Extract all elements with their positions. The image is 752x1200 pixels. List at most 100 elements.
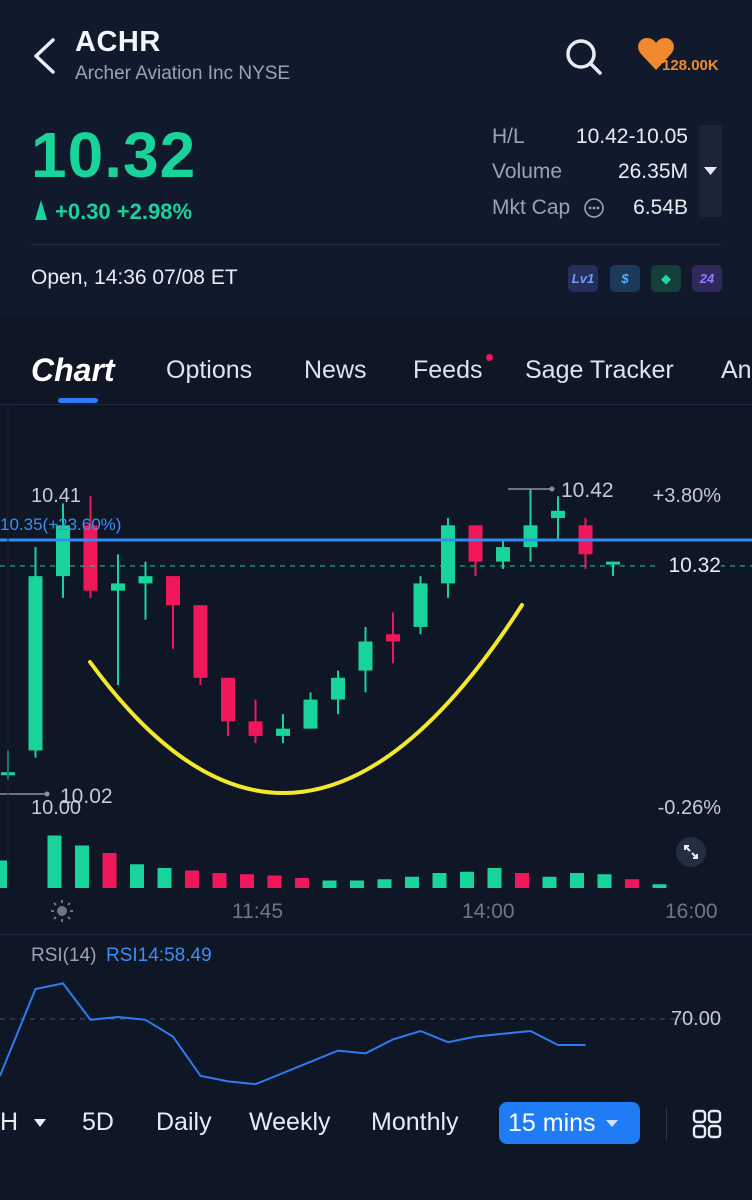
fullscreen-button[interactable] <box>676 837 706 867</box>
stat-label-volume: Volume <box>492 160 563 183</box>
diamond-badge[interactable]: ◆ <box>651 265 681 292</box>
volume-bar <box>212 873 227 888</box>
rsi-level-label: 70.00 <box>670 1008 721 1030</box>
sun-icon <box>51 900 73 922</box>
overnight-24-badge[interactable]: 24 <box>692 265 722 292</box>
candle-body[interactable] <box>468 525 483 562</box>
rsi-chart[interactable] <box>0 965 752 1085</box>
x-tick-1400: 14:00 <box>462 900 515 923</box>
candle-body[interactable] <box>331 677 345 700</box>
level1-badge[interactable]: Lv1 <box>568 265 598 292</box>
candle-body[interactable] <box>138 576 153 584</box>
more-info-icon[interactable] <box>583 197 605 219</box>
period-15-mins[interactable]: 15 mins <box>499 1102 640 1144</box>
tab-bar <box>0 330 752 404</box>
follow-button[interactable]: 128.00K <box>636 36 731 78</box>
volume-bar <box>542 876 557 888</box>
tab-chart[interactable]: Chart <box>31 352 115 388</box>
volume-bar <box>102 853 117 888</box>
price-chart[interactable] <box>0 405 752 935</box>
volume-bar <box>267 875 282 888</box>
candle-body[interactable] <box>441 525 455 584</box>
pct-label-bottom: -0.26% <box>657 797 721 819</box>
caret-down-icon <box>704 167 717 175</box>
grid-layout-icon[interactable] <box>692 1109 722 1139</box>
tab-sage-tracker[interactable]: Sage Tracker <box>525 356 674 384</box>
last-price: 10.32 <box>31 119 197 191</box>
stat-value-mktcap: 6.54B <box>633 196 688 219</box>
tab-news[interactable]: News <box>304 356 367 384</box>
feeds-notification-dot <box>486 354 493 361</box>
candle-body[interactable] <box>56 525 70 577</box>
up-arrow-icon <box>35 200 47 220</box>
candle-body[interactable] <box>386 634 400 642</box>
candle-body[interactable] <box>28 576 43 751</box>
current-price-label: 10.32 <box>655 554 721 578</box>
candle-body[interactable] <box>358 641 373 671</box>
low-marker-label: 10.02 <box>60 785 113 808</box>
period-intraday-label: H <box>0 1108 19 1136</box>
tab-more[interactable]: An <box>721 356 752 384</box>
follower-count: 128.00K <box>662 57 719 74</box>
volume-bar <box>597 874 612 888</box>
caret-down-icon <box>34 1119 47 1128</box>
rsi-label: RSI(14) <box>31 945 97 966</box>
candle-body[interactable] <box>523 525 538 548</box>
volume-bar <box>515 873 529 888</box>
volume-bar <box>377 879 392 888</box>
expand-icon <box>684 845 698 859</box>
candle-body[interactable] <box>248 721 263 736</box>
volume-bar <box>47 835 62 888</box>
stat-value-volume: 26.35M <box>617 160 688 183</box>
candle-body[interactable] <box>166 576 180 606</box>
y-label-bottom-left: 10.00 <box>31 797 82 819</box>
volume-bar <box>625 879 639 888</box>
active-tab-indicator <box>58 398 98 403</box>
tabs-divider <box>0 404 752 405</box>
high-marker-dot <box>549 486 555 492</box>
candle-body[interactable] <box>111 583 125 591</box>
candle-body[interactable] <box>193 605 208 678</box>
volume-bar <box>350 880 364 888</box>
volume-bar <box>0 860 7 888</box>
candle-body[interactable] <box>83 525 98 591</box>
period-intraday[interactable]: H <box>0 1108 47 1137</box>
dollar-badge[interactable]: $ <box>610 265 640 292</box>
period-monthly[interactable]: Monthly <box>371 1108 459 1136</box>
candle-body[interactable] <box>606 561 620 565</box>
pct-label-top: +3.80% <box>652 485 721 507</box>
stat-label-hl: H/L <box>492 125 525 148</box>
candle-body[interactable] <box>551 510 565 519</box>
search-icon[interactable] <box>564 37 604 77</box>
volume-bar <box>185 870 199 888</box>
x-tick-1145: 11:45 <box>232 900 283 923</box>
rsi-divider <box>0 934 752 935</box>
volume-bar <box>130 864 144 888</box>
volume-bar <box>405 876 419 888</box>
period-daily[interactable]: Daily <box>156 1108 212 1136</box>
rsi-value: RSI14:58.49 <box>106 945 212 966</box>
stat-value-hl: 10.42-10.05 <box>575 125 688 148</box>
candle-body[interactable] <box>496 547 510 562</box>
candle-body[interactable] <box>276 728 290 736</box>
volume-bar <box>75 845 89 888</box>
caret-down-icon <box>605 1119 618 1127</box>
company-name: Archer Aviation Inc NYSE <box>75 63 291 84</box>
candle-body[interactable] <box>413 583 428 627</box>
period-weekly[interactable]: Weekly <box>249 1108 331 1136</box>
tab-options[interactable]: Options <box>166 356 253 384</box>
header-divider <box>31 244 721 245</box>
expand-stats-button[interactable] <box>699 125 722 217</box>
period-5d[interactable]: 5D <box>82 1108 114 1136</box>
volume-bar <box>432 873 447 888</box>
candle-body[interactable] <box>303 699 318 729</box>
quote-header <box>0 0 752 316</box>
volume-bar <box>460 871 474 888</box>
ticker-symbol: ACHR <box>75 26 161 58</box>
tab-feeds[interactable]: Feeds <box>413 356 483 384</box>
reference-line-label: 10.35(+23.60%) <box>0 515 122 534</box>
candle-body[interactable] <box>221 677 235 722</box>
y-label-top-left: 10.41 <box>31 485 82 507</box>
session-status: Open, 14:36 07/08 ET <box>31 266 238 289</box>
back-chevron-icon[interactable] <box>31 37 57 75</box>
